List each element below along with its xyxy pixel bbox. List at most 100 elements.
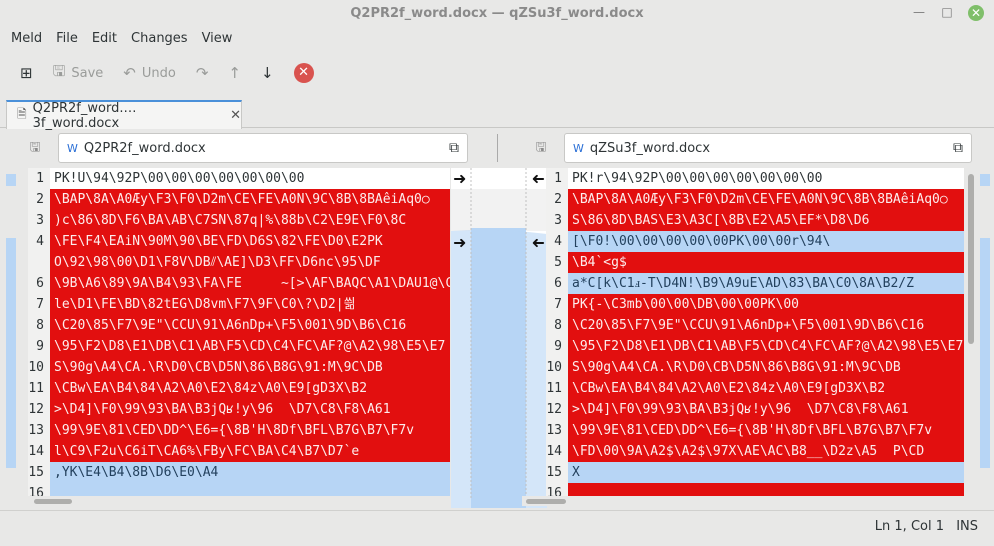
diff-line[interactable]: 16 bbox=[28, 483, 450, 496]
line-text[interactable] bbox=[50, 483, 450, 496]
right-save-icon[interactable]: 🖫 bbox=[534, 141, 548, 155]
line-text[interactable]: O\92\98\00\D1\F8V\DB⫽\AE]\D3\FF\D6nc\9… bbox=[50, 252, 450, 273]
new-comparison-button[interactable]: ⊞ bbox=[12, 58, 41, 88]
line-text[interactable]: )c\86\8D\F6\BA\AB\C7SN\87q|%\88b\C2\E9… bbox=[50, 210, 450, 231]
line-text[interactable]: >\D4]\F0\99\93\BA\B3jQʁ!y\96 \D7\C8\F8… bbox=[50, 399, 450, 420]
menu-meld[interactable]: Meld bbox=[4, 31, 49, 46]
diff-line[interactable]: 2 \BAP\8A\A0Æy\F3\F0\D2m\CE\FE\A0N\9C\8B… bbox=[546, 189, 964, 210]
line-text[interactable]: \95\F2\D8\E1\DB\C1\AB\F5\CD\C4\FC\AF?@\A… bbox=[50, 336, 450, 357]
menu-file[interactable]: File bbox=[49, 31, 85, 46]
line-text[interactable]: PK     ! U\94\92P\00\00\00\00\00\00… bbox=[50, 168, 450, 189]
right-vertical-scrollbar[interactable] bbox=[964, 168, 978, 496]
diff-line[interactable]: 10 S\90g\A4\CA.\R\D0\CB\D5N\86\B8G\91:M… bbox=[28, 357, 450, 378]
diff-line[interactable]: 2 \BAP\8A\A0Æy\F3\F0\D2m\CE\FE\A0N\9C\8B… bbox=[28, 189, 450, 210]
diff-line[interactable]: 7 le\D1\FE\BD\82tEG\D8vm\F7\9F\C0\?\D2… bbox=[28, 294, 450, 315]
diff-line[interactable]: 9 \95\F2\D8\E1\DB\C1\AB\F5\CD\C4\FC\AF?@\… bbox=[28, 336, 450, 357]
diff-line[interactable]: 8 \C20\85\F7\9E"\CCU\91\A6nDp+\F5\001\9… bbox=[546, 315, 964, 336]
diff-line[interactable]: 5 \B4`<g$ bbox=[546, 252, 964, 273]
diff-line[interactable]: 15 X bbox=[546, 462, 964, 483]
right-overview-strip[interactable] bbox=[980, 168, 990, 496]
diff-line[interactable]: 13 \99\9E\81\CED\DD^\E6={\8B'H\8Df\BFL\B… bbox=[546, 420, 964, 441]
diff-line[interactable]: 14 l\C9\F2u\C6iT\CA6%\FBy\FC\BA\C4\B7… bbox=[28, 441, 450, 462]
save-button[interactable]: 🖫 Save bbox=[45, 58, 112, 88]
line-text[interactable]: \FD\00\9A\A2$\A2$\97X\AE\AC\B8__\D2z\A5… bbox=[568, 441, 964, 462]
diff-line[interactable]: 8 \C20\85\F7\9E"\CCU\91\A6nDp+\F5\001\9… bbox=[28, 315, 450, 336]
line-text[interactable]: PK{-\C3mb\00\00\DB\00\00PK\00 bbox=[568, 294, 964, 315]
line-text[interactable]: >\D4]\F0\99\93\BA\B3jQʁ!y\96 \D7\C8\F8… bbox=[568, 399, 964, 420]
line-text[interactable]: S\90g\A4\CA.\R\D0\CB\D5N\86\B8G\91:M\9… bbox=[50, 357, 450, 378]
diff-line[interactable]: 11 \CBw\EA\B4\84\A2\A0\E2\84z\A0\E9[gD… bbox=[546, 378, 964, 399]
right-vscroll-thumb[interactable] bbox=[968, 174, 974, 344]
diff-line[interactable]: 7 PK{-\C3mb\00\00\DB\00\00PK\00 bbox=[546, 294, 964, 315]
line-text[interactable]: \BAP\8A\A0Æy\F3\F0\D2m\CE\FE\A0N\9C\8B\… bbox=[50, 189, 450, 210]
line-text[interactable]: [\F0!\00\00\00\00\00PK\00\00r\94\ bbox=[568, 231, 964, 252]
menu-view[interactable]: View bbox=[195, 31, 240, 46]
line-text[interactable]: \CBw\EA\B4\84\A2\A0\E2\84z\A0\E9[gD3X… bbox=[50, 378, 450, 399]
merge-left-icon[interactable]: ➜ bbox=[532, 169, 545, 188]
stop-button[interactable]: ✕ bbox=[286, 58, 322, 88]
previous-change-button[interactable]: ↑ bbox=[220, 58, 249, 88]
diff-line[interactable]: 1 PK     ! U\94\92P\00\00\00\00\00\0… bbox=[28, 168, 450, 189]
line-text[interactable]: S\90g\A4\CA.\R\D0\CB\D5N\86\B8G\91:M\9… bbox=[568, 357, 964, 378]
diff-line[interactable]: 4 \FE\F4\EAiN\90M\90\BE\FD\D6S\82\FE\D0… bbox=[28, 231, 450, 252]
left-save-icon[interactable]: 🖫 bbox=[28, 141, 42, 155]
line-text[interactable]: \B4`<g$ bbox=[568, 252, 964, 273]
right-horizontal-scrollbar[interactable] bbox=[522, 496, 964, 506]
line-text[interactable]: l\C9\F2u\C6iT\CA6%\FBy\FC\BA\C4\B7\D… bbox=[50, 441, 450, 462]
next-change-button[interactable]: ↓ bbox=[253, 58, 282, 88]
tab-comparison[interactable]: 🗎 Q2PR2f_word.…3f_word.docx ✕ bbox=[6, 100, 242, 129]
menu-edit[interactable]: Edit bbox=[85, 31, 124, 46]
tab-close-icon[interactable]: ✕ bbox=[230, 108, 241, 123]
line-text[interactable]: \CBw\EA\B4\84\A2\A0\E2\84z\A0\E9[gD3X… bbox=[568, 378, 964, 399]
diff-line[interactable]: 1 PK     ! r\94\92P\00\00\00\00\00\0… bbox=[546, 168, 964, 189]
diff-line[interactable]: 11 \CBw\EA\B4\84\A2\A0\E2\84z\A0\E9[gD… bbox=[28, 378, 450, 399]
line-text[interactable]: ,YK\E4\B4\8B\D6\E0\A4 bbox=[50, 462, 450, 483]
line-text[interactable]: \FE\F4\EAiN\90M\90\BE\FD\D6S\82\FE\D0\… bbox=[50, 231, 450, 252]
line-text[interactable]: a*C[k\C1ⅎ-T\D4N!\B9\A9uE\AD\83\BA\C0\… bbox=[568, 273, 964, 294]
diff-line[interactable]: 12 >\D4]\F0\99\93\BA\B3jQʁ!y\96 \D7\C8\… bbox=[546, 399, 964, 420]
undo-button[interactable]: ↶ Undo bbox=[115, 58, 184, 88]
diff-line[interactable]: 6 \9B\A6\89\9A\B4\93\FA\FE ~[>\AF\BAQC\A1… bbox=[28, 273, 450, 294]
line-text[interactable]: \C20\85\F7\9E"\CCU\91\A6nDp+\F5\001\9D… bbox=[50, 315, 450, 336]
open-file-icon[interactable]: ⧉ bbox=[953, 140, 963, 156]
line-text[interactable]: le\D1\FE\BD\82tEG\D8vm\F7\9F\C0\?\D2… bbox=[50, 294, 450, 315]
diff-line[interactable]: 15 ,YK\E4\B4\8B\D6\E0\A4 bbox=[28, 462, 450, 483]
line-text[interactable]: X bbox=[568, 462, 964, 483]
minimize-icon[interactable]: — bbox=[912, 5, 926, 19]
line-text[interactable]: \9B\A6\89\9A\B4\93\FA\FE ~[>\AF\BAQC\A1\… bbox=[50, 273, 450, 294]
close-icon[interactable]: ✕ bbox=[968, 5, 984, 21]
right-file-chooser[interactable]: W qZSu3f_word.docx ⧉ bbox=[564, 133, 972, 163]
open-file-icon[interactable]: ⧉ bbox=[449, 140, 459, 156]
merge-right-icon[interactable]: ➜ bbox=[453, 233, 466, 252]
left-file-chooser[interactable]: W Q2PR2f_word.docx ⧉ bbox=[58, 133, 468, 163]
diff-line[interactable]: 12 >\D4]\F0\99\93\BA\B3jQʁ!y\96 \D7\C8\… bbox=[28, 399, 450, 420]
left-overview-strip[interactable] bbox=[6, 168, 16, 496]
diff-line[interactable]: 14 \FD\00\9A\A2$\A2$\97X\AE\AC\B8__\D2z\… bbox=[546, 441, 964, 462]
line-text[interactable]: \C20\85\F7\9E"\CCU\91\A6nDp+\F5\001\9D… bbox=[568, 315, 964, 336]
left-text-view[interactable]: 1 PK     ! U\94\92P\00\00\00\00\00\0… bbox=[28, 168, 450, 496]
line-text[interactable]: \99\9E\81\CED\DD^\E6={\8B'H\8Df\BFL\B7G… bbox=[50, 420, 450, 441]
diff-line[interactable]: 10 S\90g\A4\CA.\R\D0\CB\D5N\86\B8G\91:M… bbox=[546, 357, 964, 378]
line-text[interactable] bbox=[568, 483, 964, 496]
menu-changes[interactable]: Changes bbox=[124, 31, 195, 46]
line-text[interactable]: S\86\8D\BAS\E3\A3C[\8B\E2\A5\EF*\D8\… bbox=[568, 210, 964, 231]
line-text[interactable]: \95\F2\D8\E1\DB\C1\AB\F5\CD\C4\FC\AF?@\A… bbox=[568, 336, 964, 357]
diff-line[interactable]: 16 bbox=[546, 483, 964, 496]
diff-line[interactable]: 3)c\86\8D\F6\BA\AB\C7SN\87q|%\88b\C2\E… bbox=[28, 210, 450, 231]
diff-line[interactable]: 9 \95\F2\D8\E1\DB\C1\AB\F5\CD\C4\FC\AF?@\… bbox=[546, 336, 964, 357]
maximize-icon[interactable]: □ bbox=[940, 5, 954, 19]
right-text-view[interactable]: 1 PK     ! r\94\92P\00\00\00\00\00\0… bbox=[546, 168, 964, 496]
diff-line[interactable]: 3 S\86\8D\BAS\E3\A3C[\8B\E2\A5\EF*\D8… bbox=[546, 210, 964, 231]
diff-line[interactable]: 13 \99\9E\81\CED\DD^\E6={\8B'H\8Df\BFL\B… bbox=[28, 420, 450, 441]
line-text[interactable]: \BAP\8A\A0Æy\F3\F0\D2m\CE\FE\A0N\9C\8B\… bbox=[568, 189, 964, 210]
merge-right-icon[interactable]: ➜ bbox=[453, 169, 466, 188]
link-map[interactable]: ➜ ➜ ➜ ➜ bbox=[451, 168, 547, 508]
left-horizontal-scrollbar[interactable] bbox=[28, 496, 450, 506]
merge-left-icon[interactable]: ➜ bbox=[532, 233, 545, 252]
right-hscroll-thumb[interactable] bbox=[526, 499, 566, 504]
left-hscroll-thumb[interactable] bbox=[34, 499, 72, 504]
line-text[interactable]: PK     ! r\94\92P\00\00\00\00\00\00… bbox=[568, 168, 964, 189]
diff-line[interactable]: O\92\98\00\D1\F8V\DB⫽\AE]\D3\FF\D6nc\9… bbox=[28, 252, 450, 273]
line-text[interactable]: \99\9E\81\CED\DD^\E6={\8B'H\8Df\BFL\B7G… bbox=[568, 420, 964, 441]
diff-line[interactable]: 6 a*C[k\C1ⅎ-T\D4N!\B9\A9uE\AD\83\BA\C0… bbox=[546, 273, 964, 294]
